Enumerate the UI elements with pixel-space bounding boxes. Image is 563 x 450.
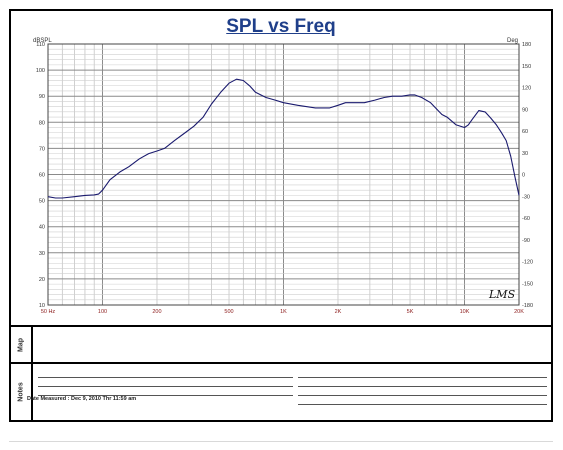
- y-axis-label-left: dBSPL: [33, 38, 52, 44]
- x-tick-label: 20K: [514, 309, 524, 315]
- chart-area: SPL vs Freq 10 20 30 40 50 60 70 80 90 100 110 -180…: [11, 11, 551, 327]
- y-tick-label-right: 120: [522, 86, 531, 92]
- y-tick-label-left: 50: [39, 199, 45, 205]
- y-tick-label-right: 0: [522, 173, 525, 179]
- y-tick-label-left: 30: [39, 251, 45, 257]
- y-tick-label-left: 90: [39, 94, 45, 100]
- series-line-spl: [47, 78, 520, 199]
- chart-title: SPL vs Freq: [226, 16, 336, 37]
- note-line[interactable]: [38, 377, 293, 378]
- y-tick-label-right: 30: [522, 151, 528, 157]
- map-row: Map: [11, 327, 551, 364]
- y-tick-label-right: -180: [522, 303, 533, 309]
- footer-divider: [9, 441, 553, 442]
- x-tick-label: 2K: [335, 309, 342, 315]
- y-tick-label-right: -90: [522, 238, 530, 244]
- grid: [47, 43, 520, 306]
- series-layer: [47, 78, 520, 199]
- y-tick-label-right: 60: [522, 129, 528, 135]
- y-tick-label-left: 60: [39, 173, 45, 179]
- note-line[interactable]: [298, 404, 547, 405]
- y-tick-label-left: 110: [36, 42, 45, 48]
- x-tick-label: 5K: [407, 309, 414, 315]
- y-tick-label-left: 80: [39, 120, 45, 126]
- y-tick-label-left: 10: [39, 303, 45, 309]
- note-line[interactable]: [298, 395, 547, 396]
- y-tick-label-right: 90: [522, 107, 528, 113]
- date-measured: Date Measured : Dec 9, 2010 Thr 11:59 am: [27, 396, 137, 402]
- notes-row: Notes: [11, 364, 551, 420]
- x-tick-label: 500: [224, 309, 233, 315]
- notes-row-label: Notes: [11, 364, 33, 420]
- y-tick-label-left: 70: [39, 146, 45, 152]
- note-line[interactable]: [298, 377, 547, 378]
- note-line[interactable]: [38, 395, 293, 396]
- y-axis-label-right: Deg: [507, 38, 518, 44]
- x-tick-label: 1K: [280, 309, 287, 315]
- y-tick-label-right: 150: [522, 64, 531, 70]
- y-tick-label-left: 100: [36, 68, 45, 74]
- y-tick-label-left: 40: [39, 225, 45, 231]
- x-tick-label: 50 Hz: [41, 309, 56, 315]
- x-tick-label: 10K: [460, 309, 470, 315]
- y-tick-label-left: 20: [39, 277, 45, 283]
- plot-frame: [47, 43, 520, 306]
- x-tick-label: 200: [152, 309, 161, 315]
- y-tick-label-right: -30: [522, 194, 530, 200]
- x-tick-label: 100: [98, 309, 107, 315]
- lms-watermark: LMS: [488, 288, 516, 301]
- y-tick-label-right: 180: [522, 42, 531, 48]
- y-tick-label-right: -60: [522, 216, 530, 222]
- spl-sheet: SPL vs Freq 10 20 30 40 50 60 70 80 90 100 110 -180…: [9, 9, 553, 422]
- note-line[interactable]: [38, 386, 293, 387]
- y-tick-label-right: -120: [522, 260, 533, 266]
- spl-chart: 10 20 30 40 50 60 70 80 90 100 110 -180 -150 -120 -90 -…: [33, 38, 533, 315]
- y-tick-label-right: -150: [522, 281, 533, 287]
- note-line[interactable]: [298, 386, 547, 387]
- map-row-label: Map: [11, 327, 33, 362]
- axis-ticks: 10 20 30 40 50 60 70 80 90 100 110 -180 -150 -120 -90 -…: [36, 42, 533, 315]
